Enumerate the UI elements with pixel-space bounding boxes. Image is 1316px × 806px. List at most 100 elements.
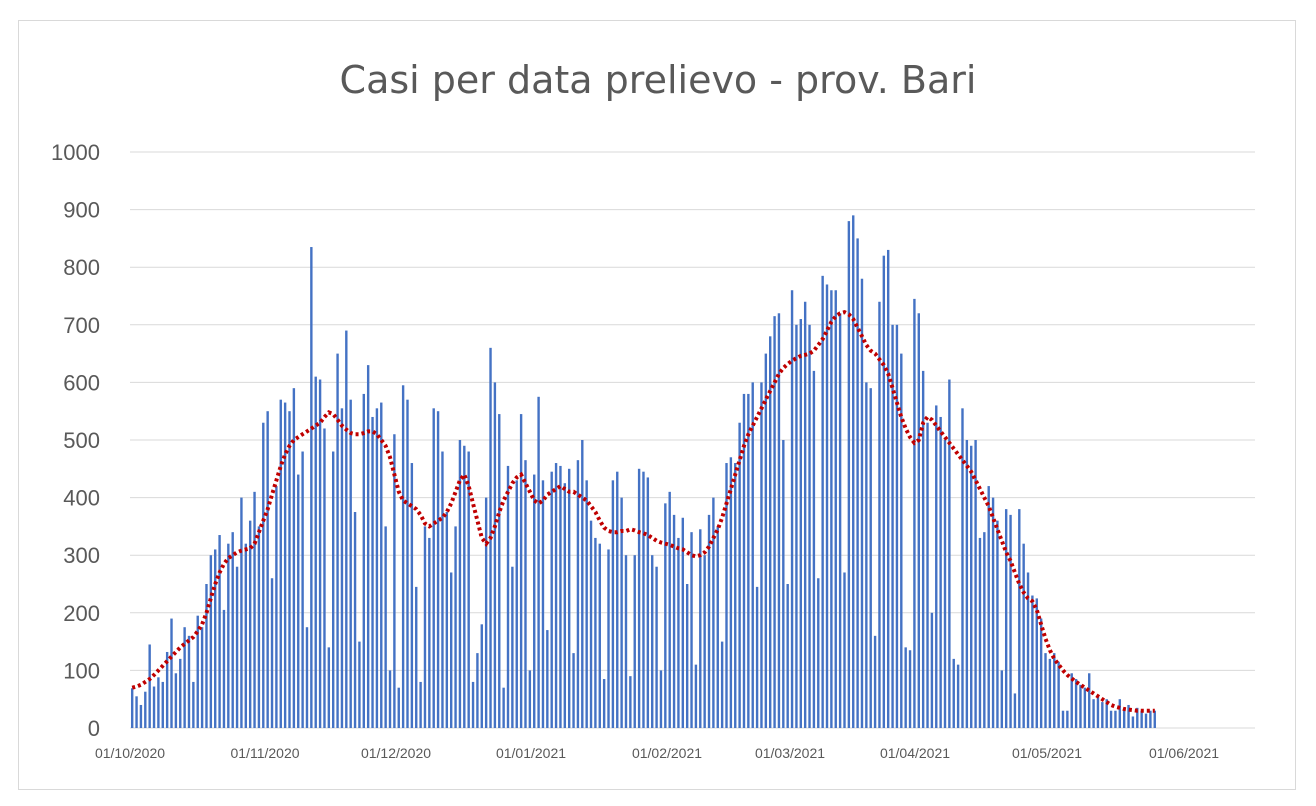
- bar: [432, 408, 435, 728]
- bar: [410, 463, 414, 728]
- bar: [393, 434, 396, 728]
- bar: [817, 578, 820, 728]
- bar: [484, 497, 488, 728]
- bar: [629, 676, 632, 728]
- bar: [1018, 509, 1021, 728]
- bar: [939, 416, 942, 728]
- x-tick-label: 01/03/2021: [755, 745, 825, 761]
- bar: [183, 627, 186, 728]
- bar: [747, 393, 750, 728]
- bar: [852, 215, 855, 729]
- bar: [502, 687, 505, 728]
- bar: [476, 653, 479, 728]
- bar: [873, 635, 877, 728]
- bar: [498, 414, 501, 728]
- bar: [415, 586, 418, 728]
- bar: [585, 480, 588, 728]
- bar: [358, 641, 361, 728]
- bar: [961, 408, 964, 728]
- bar: [214, 549, 217, 728]
- bar: [900, 353, 903, 728]
- bar: [314, 376, 317, 728]
- bar: [795, 324, 798, 728]
- bar: [161, 681, 164, 728]
- bar: [454, 526, 457, 728]
- bar: [685, 584, 689, 728]
- bar: [956, 664, 960, 728]
- bar: [1083, 687, 1087, 728]
- bar: [362, 393, 365, 728]
- bar: [170, 618, 173, 728]
- bar: [279, 399, 282, 728]
- bar: [882, 255, 886, 728]
- bar: [152, 686, 156, 728]
- bar: [340, 408, 344, 728]
- bar: [1118, 699, 1122, 728]
- bar: [1004, 509, 1008, 728]
- bar: [611, 480, 615, 728]
- x-tick-label: 01/11/2020: [230, 745, 299, 761]
- bar: [179, 658, 182, 728]
- bar: [200, 627, 204, 728]
- bar: [139, 704, 143, 728]
- y-tick-label: 400: [63, 486, 100, 511]
- bar: [1144, 713, 1148, 728]
- bar: [895, 324, 899, 728]
- bar: [738, 422, 741, 728]
- bar: [930, 612, 934, 728]
- bar: [231, 532, 234, 728]
- bar: [240, 497, 243, 728]
- bar: [515, 480, 518, 728]
- bar: [633, 555, 636, 728]
- bar: [301, 451, 304, 728]
- bar: [528, 670, 532, 728]
- x-tick-label: 01/05/2021: [1012, 745, 1082, 761]
- bar: [734, 463, 737, 728]
- bar: [690, 532, 693, 728]
- bar: [1031, 595, 1034, 728]
- bar: [808, 324, 811, 728]
- bar: [729, 457, 733, 728]
- bar: [707, 514, 711, 728]
- bar: [1057, 661, 1060, 728]
- bar: [222, 609, 226, 728]
- bar: [878, 301, 881, 728]
- bar: [725, 463, 728, 728]
- bar: [1026, 572, 1030, 728]
- bar: [755, 586, 759, 728]
- bar: [533, 474, 536, 728]
- bar: [1131, 716, 1135, 728]
- y-tick-label: 1000: [51, 140, 100, 165]
- bar: [891, 324, 894, 728]
- bar: [130, 688, 134, 728]
- bar: [712, 497, 715, 728]
- bar: [480, 624, 483, 728]
- bar: [948, 379, 951, 728]
- bar: [620, 497, 623, 728]
- bar: [681, 517, 685, 728]
- bar: [572, 653, 575, 728]
- bar: [371, 416, 374, 728]
- bar: [943, 440, 947, 728]
- bar: [332, 451, 335, 728]
- bar: [659, 670, 663, 728]
- bar: [205, 584, 208, 728]
- y-tick-label: 500: [63, 428, 100, 453]
- bar: [345, 330, 348, 728]
- bar: [703, 555, 706, 728]
- bar: [987, 486, 990, 728]
- bar: [677, 537, 680, 728]
- bar: [375, 408, 379, 728]
- bar: [742, 393, 746, 728]
- bar: [1048, 658, 1052, 728]
- bar: [917, 313, 920, 728]
- bar: [594, 537, 597, 728]
- y-tick-label: 200: [63, 601, 100, 626]
- bar: [397, 687, 400, 728]
- bar: [458, 440, 462, 728]
- bar: [1053, 653, 1056, 728]
- bar: [865, 382, 868, 728]
- bar: [782, 440, 785, 728]
- bar: [227, 543, 230, 728]
